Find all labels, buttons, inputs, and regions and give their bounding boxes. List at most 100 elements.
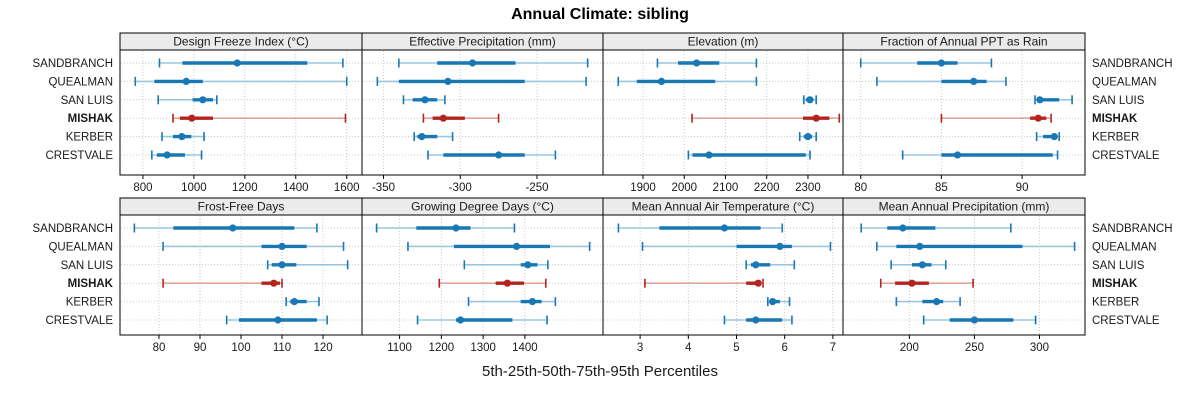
median-dot [270, 279, 278, 287]
panel-design-freeze-index-c: 800 1000 1200 1400 1600 Design Freeze Index (… [119, 32, 363, 194]
median-dot [804, 133, 812, 141]
percentile-row-quealman [134, 76, 348, 86]
percentile-row-kerber [161, 132, 205, 142]
median-dot [278, 242, 286, 250]
x-tick-label: 120 [313, 342, 332, 354]
median-dot [503, 279, 511, 287]
panel-mean-annual-precipitation-mm: 200 250 300 Mean Annual Precipitation (mm) [842, 197, 1086, 354]
x-tick-label: 1300 [470, 342, 496, 354]
x-tick-label: 2200 [754, 182, 780, 194]
median-dot [528, 298, 537, 306]
percentile-row-mishak [879, 278, 974, 288]
x-tick-label: 300 [1030, 342, 1049, 354]
median-dot [693, 59, 701, 67]
x-tick-label: 2000 [671, 182, 697, 194]
panel-row-1: 800 1000 1200 1400 1600 Design Freeze Index (… [32, 32, 1173, 194]
percentile-row-quealman [162, 241, 345, 251]
site-label-left-quealman: QUEALMAN [48, 76, 113, 88]
percentile-row-crestvale [416, 315, 548, 325]
percentile-row-kerber [413, 132, 454, 142]
panel-frame [119, 49, 363, 176]
median-dot [278, 261, 286, 269]
panel-title: Elevation (m) [688, 35, 759, 49]
percentile-row-kerber [767, 297, 791, 307]
panel-title: Fraction of Annual PPT as Rain [880, 35, 1047, 49]
median-dot [1050, 133, 1058, 141]
site-label-right-quealman: QUEALMAN [1092, 241, 1157, 253]
x-tick-label: 800 [133, 182, 152, 194]
median-dot [229, 224, 237, 232]
site-label-left-mishak: MISHAK [68, 113, 114, 125]
median-dot [806, 96, 814, 104]
x-tick-label: 6 [781, 342, 787, 354]
x-tick-label: 5 [733, 342, 739, 354]
site-label-left-kerber: KERBER [66, 132, 113, 144]
median-dot [182, 77, 190, 85]
percentile-row-san-luis [157, 95, 218, 105]
panel-effective-precipitation-mm: -350 -300 -250 Effective Precipitation (mm) [361, 32, 604, 194]
x-tick-label: 7 [830, 342, 836, 354]
median-dot [916, 242, 924, 250]
percentile-row-quealman [876, 241, 1076, 251]
median-dot [421, 96, 429, 104]
site-label-right-quealman: QUEALMAN [1092, 76, 1157, 88]
median-dot [705, 151, 713, 159]
percentile-row-kerber [895, 297, 961, 307]
panel-frost-free-days: 80 90 100 110 120 Frost-Free Days [119, 197, 363, 354]
percentile-row-kerber [1035, 132, 1060, 142]
site-label-right-san-luis: SAN LUIS [1092, 260, 1145, 272]
site-label-left-sandbranch: SANDBRANCH [32, 223, 113, 235]
chart-title: Annual Climate: sibling [511, 6, 689, 23]
x-tick-label: -300 [449, 182, 472, 194]
percentile-row-quealman [876, 76, 1007, 86]
percentile-row-quealman [376, 76, 587, 86]
x-tick-label: 1200 [232, 182, 258, 194]
percentile-row-sandbranch [860, 223, 1012, 233]
median-dot [899, 224, 907, 232]
percentile-row-crestvale [427, 150, 557, 160]
x-tick-label: 80 [153, 342, 166, 354]
median-dot [1034, 114, 1042, 122]
percentile-row-san-luis [402, 95, 446, 105]
percentile-row-crestvale [723, 315, 793, 325]
median-dot [953, 151, 962, 159]
median-dot [908, 279, 916, 287]
median-dot [812, 114, 820, 122]
panel-title: Frost-Free Days [198, 200, 285, 214]
panel-row-2: 80 90 100 110 120 Frost-Free Days 1100 1200 1300… [32, 197, 1173, 354]
percentile-row-mishak [172, 113, 347, 123]
percentile-row-quealman [641, 241, 832, 251]
panel-title: Mean Annual Precipitation (mm) [879, 200, 1050, 214]
x-tick-label: 1400 [283, 182, 309, 194]
x-tick-label: 2100 [713, 182, 739, 194]
percentile-row-sandbranch [617, 223, 784, 233]
median-dot [495, 151, 503, 159]
panel-elevation-m: 1900 2000 2100 2200 2300 Elevation (m) [602, 32, 844, 194]
x-tick-label: 4 [685, 342, 692, 354]
percentile-row-quealman [407, 241, 591, 251]
panel-mean-annual-air-temperature-c: 3 4 5 6 7 Mean Annual Air Temperature (°C) [602, 197, 844, 354]
site-label-left-san-luis: SAN LUIS [61, 95, 114, 107]
percentile-row-san-luis [803, 95, 817, 105]
x-tick-label: 110 [273, 342, 291, 354]
percentile-row-san-luis [463, 260, 549, 270]
median-dot [439, 114, 447, 122]
median-dot [970, 77, 978, 85]
median-dot [524, 261, 532, 269]
panel-frame [361, 214, 604, 336]
x-tick-label: 1200 [429, 342, 455, 354]
site-label-right-san-luis: SAN LUIS [1092, 95, 1145, 107]
site-label-left-kerber: KERBER [66, 297, 113, 309]
percentile-row-mishak [422, 113, 500, 123]
site-label-left-sandbranch: SANDBRANCH [32, 58, 113, 70]
site-label-right-kerber: KERBER [1092, 297, 1139, 309]
median-dot [233, 59, 241, 67]
x-tick-label: 2300 [795, 182, 821, 194]
median-dot [290, 298, 298, 306]
median-dot [720, 224, 729, 232]
percentile-row-crestvale [687, 150, 811, 160]
median-dot [444, 77, 452, 85]
panel-title: Design Freeze Index (°C) [173, 35, 309, 49]
percentile-row-mishak [438, 278, 547, 288]
